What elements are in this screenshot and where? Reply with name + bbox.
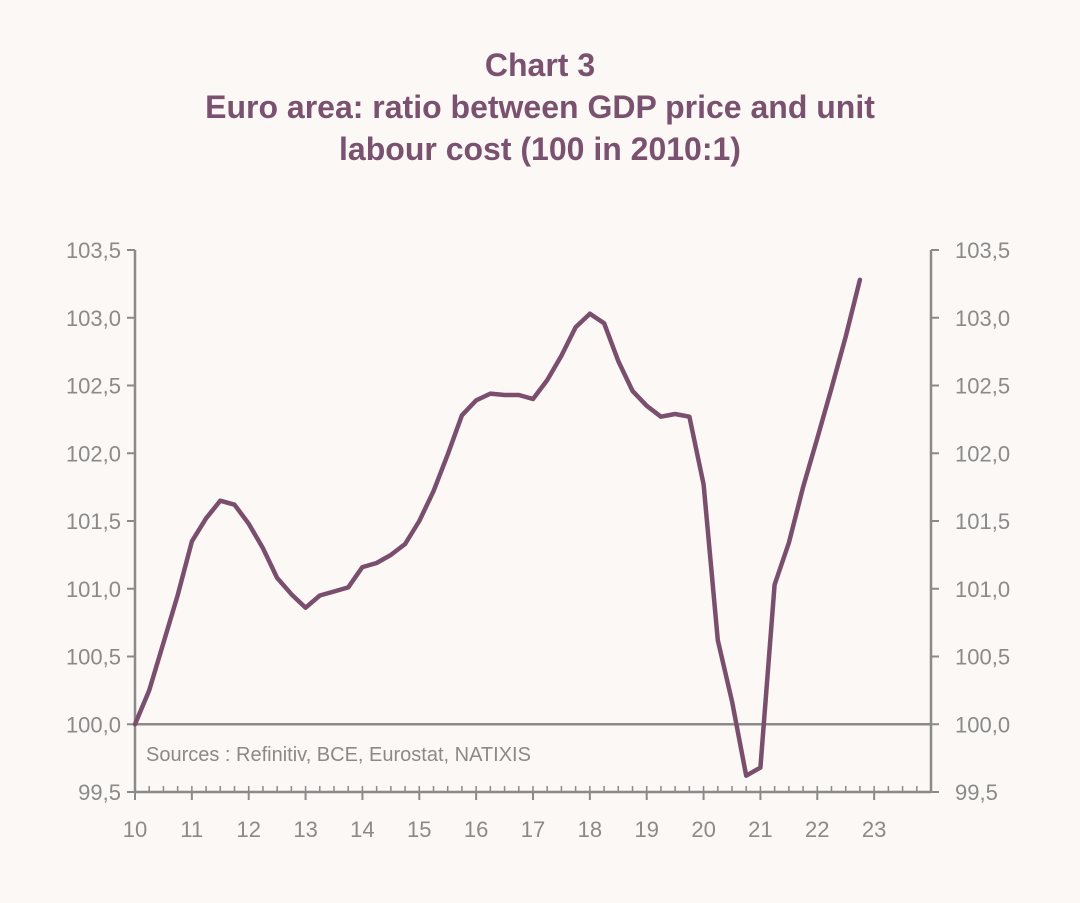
x-tick-label: 17 [521,817,545,842]
x-tick-label: 21 [748,817,772,842]
x-tick-label: 10 [123,817,147,842]
x-tick-label: 13 [293,817,317,842]
y-tick-label-right: 101,0 [955,577,1010,602]
x-tick-label: 22 [805,817,829,842]
x-tick-label: 16 [464,817,488,842]
x-tick-label: 20 [691,817,715,842]
y-tick-label-left: 101,5 [66,509,121,534]
x-tick-label: 18 [578,817,602,842]
y-tick-label-right: 102,5 [955,374,1010,399]
y-tick-label-left: 102,5 [66,374,121,399]
chart-title-line-3: labour cost (100 in 2010:1) [339,131,741,167]
chart-title-line-2: Euro area: ratio between GDP price and u… [205,89,875,125]
series-line [132,277,863,778]
x-tick-label: 19 [634,817,658,842]
chart-axes: 99,5 99,5 100,0 100,0 100,5 100,5 101,0 101,0 10… [66,238,1010,842]
y-tick-label-right: 100,5 [955,645,1010,670]
y-tick-label-left: 100,0 [66,712,121,737]
y-tick-label-right: 102,0 [955,441,1010,466]
y-tick-label-right: 103,0 [955,306,1010,331]
y-tick-label-right: 103,5 [955,238,1010,263]
y-tick-label-left: 99,5 [78,780,121,805]
y-tick-label-left: 102,0 [66,441,121,466]
x-tick-label: 12 [236,817,260,842]
series-layer [132,277,863,778]
chart-title-line-1: Chart 3 [484,47,596,83]
x-tick-label: 14 [350,817,374,842]
y-tick-label-left: 103,5 [66,238,121,263]
y-tick-label-left: 103,0 [66,306,121,331]
x-tick-label: 15 [407,817,431,842]
y-tick-label-right: 99,5 [955,780,998,805]
x-tick-label: 23 [862,817,886,842]
y-tick-label-right: 101,5 [955,509,1010,534]
chart-title: Chart 3 Euro area: ratio between GDP pri… [0,44,1080,170]
x-tick-label: 11 [180,817,203,842]
source-note: Sources : Refinitiv, BCE, Eurostat, NATI… [146,744,531,766]
y-tick-label-left: 101,0 [66,577,121,602]
y-tick-label-left: 100,5 [66,645,121,670]
y-tick-label-right: 100,0 [955,712,1010,737]
